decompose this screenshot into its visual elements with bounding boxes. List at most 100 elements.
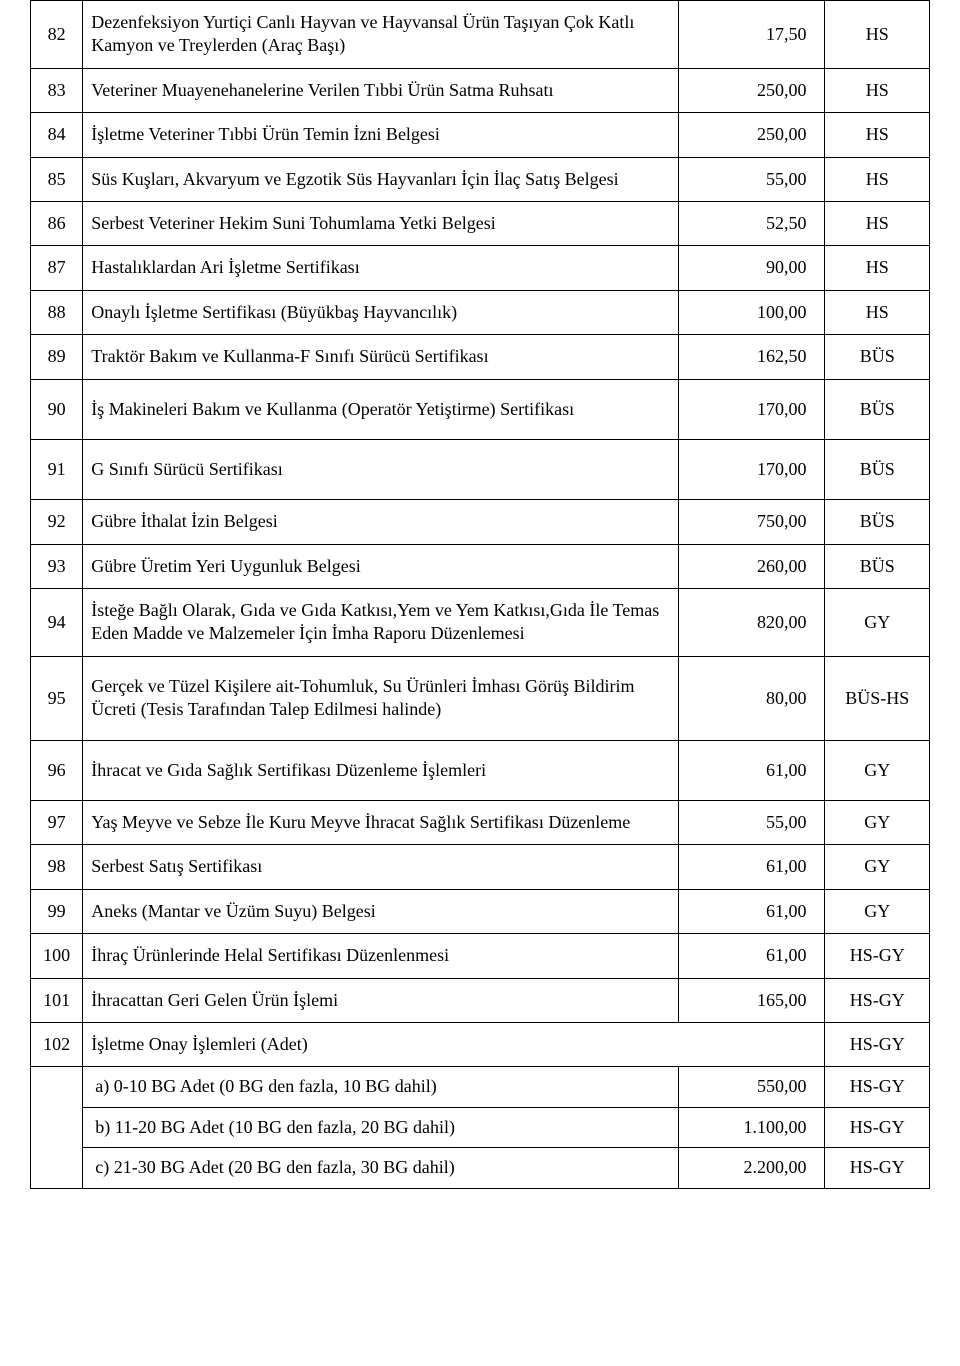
row-code: BÜS-HS <box>825 656 930 740</box>
row-code: HS-GY <box>825 978 930 1022</box>
row-number: 86 <box>31 201 83 245</box>
row-code: HS-GY <box>825 1022 930 1066</box>
row-code: BÜS <box>825 500 930 544</box>
row-description: Serbest Satış Sertifikası <box>83 845 679 889</box>
row-number: 100 <box>31 934 83 978</box>
row-price: 90,00 <box>679 246 825 290</box>
table-row: 85Süs Kuşları, Akvaryum ve Egzotik Süs H… <box>31 157 930 201</box>
row-description: Dezenfeksiyon Yurtiçi Canlı Hayvan ve Ha… <box>83 1 679 69</box>
row-code: GY <box>825 589 930 657</box>
row-description: Aneks (Mantar ve Üzüm Suyu) Belgesi <box>83 889 679 933</box>
row-number: 99 <box>31 889 83 933</box>
table-row: 87Hastalıklardan Ari İşletme Sertifikası… <box>31 246 930 290</box>
table-row: 94İsteğe Bağlı Olarak, Gıda ve Gıda Katk… <box>31 589 930 657</box>
table-row: 93Gübre Üretim Yeri Uygunluk Belgesi260,… <box>31 544 930 588</box>
row-number: 98 <box>31 845 83 889</box>
row-description: İsteğe Bağlı Olarak, Gıda ve Gıda Katkıs… <box>83 589 679 657</box>
row-number: 94 <box>31 589 83 657</box>
row-price: 55,00 <box>679 157 825 201</box>
row-price: 750,00 <box>679 500 825 544</box>
row-code: HS <box>825 68 930 112</box>
table-row: 84İşletme Veteriner Tıbbi Ürün Temin İzn… <box>31 113 930 157</box>
row-price: 55,00 <box>679 801 825 845</box>
row-price: 52,50 <box>679 201 825 245</box>
row-description: Veteriner Muayenehanelerine Verilen Tıbb… <box>83 68 679 112</box>
row-price: 61,00 <box>679 740 825 800</box>
table-row: 91G Sınıfı Sürücü Sertifikası170,00BÜS <box>31 439 930 499</box>
row-code: GY <box>825 845 930 889</box>
table-row: 101İhracattan Geri Gelen Ürün İşlemi165,… <box>31 978 930 1022</box>
row-description: İhracat ve Gıda Sağlık Sertifikası Düzen… <box>83 740 679 800</box>
fee-table: 82Dezenfeksiyon Yurtiçi Canlı Hayvan ve … <box>30 0 930 1189</box>
row-number: 85 <box>31 157 83 201</box>
table-row: 102İşletme Onay İşlemleri (Adet)HS-GY <box>31 1022 930 1066</box>
row-price: 80,00 <box>679 656 825 740</box>
row-price: 162,50 <box>679 335 825 379</box>
table-row: 92Gübre İthalat İzin Belgesi750,00BÜS <box>31 500 930 544</box>
row-code: BÜS <box>825 335 930 379</box>
row-number: 97 <box>31 801 83 845</box>
row-code: GY <box>825 889 930 933</box>
row-number: 93 <box>31 544 83 588</box>
subrow-description: c) 21-30 BG Adet (20 BG den fazla, 30 BG… <box>83 1148 679 1188</box>
row-description: Traktör Bakım ve Kullanma-F Sınıfı Sürüc… <box>83 335 679 379</box>
row-description: Gübre Üretim Yeri Uygunluk Belgesi <box>83 544 679 588</box>
row-code: HS <box>825 246 930 290</box>
table-subrow: b) 11-20 BG Adet (10 BG den fazla, 20 BG… <box>31 1107 930 1147</box>
table-row: 82Dezenfeksiyon Yurtiçi Canlı Hayvan ve … <box>31 1 930 69</box>
row-code: BÜS <box>825 544 930 588</box>
row-description: Serbest Veteriner Hekim Suni Tohumlama Y… <box>83 201 679 245</box>
row-number: 95 <box>31 656 83 740</box>
row-description: Gerçek ve Tüzel Kişilere ait-Tohumluk, S… <box>83 656 679 740</box>
row-price: 17,50 <box>679 1 825 69</box>
row-price: 250,00 <box>679 68 825 112</box>
row-number: 91 <box>31 439 83 499</box>
row-code: GY <box>825 740 930 800</box>
table-row: 83Veteriner Muayenehanelerine Verilen Tı… <box>31 68 930 112</box>
row-code: HS <box>825 157 930 201</box>
subrow-description: a) 0-10 BG Adet (0 BG den fazla, 10 BG d… <box>83 1067 679 1107</box>
table-subrow: c) 21-30 BG Adet (20 BG den fazla, 30 BG… <box>31 1148 930 1188</box>
table-row: 98Serbest Satış Sertifikası61,00GY <box>31 845 930 889</box>
row-description: Yaş Meyve ve Sebze İle Kuru Meyve İhraca… <box>83 801 679 845</box>
subrow-code: HS-GY <box>825 1067 930 1107</box>
row-price: 165,00 <box>679 978 825 1022</box>
table-row: 100İhraç Ürünlerinde Helal Sertifikası D… <box>31 934 930 978</box>
row-number: 84 <box>31 113 83 157</box>
row-price: 250,00 <box>679 113 825 157</box>
row-price: 61,00 <box>679 845 825 889</box>
table-row: 96İhracat ve Gıda Sağlık Sertifikası Düz… <box>31 740 930 800</box>
subrow-description: b) 11-20 BG Adet (10 BG den fazla, 20 BG… <box>83 1107 679 1147</box>
row-code: HS <box>825 290 930 334</box>
row-price: 260,00 <box>679 544 825 588</box>
row-description: Gübre İthalat İzin Belgesi <box>83 500 679 544</box>
table-row: 88Onaylı İşletme Sertifikası (Büyükbaş H… <box>31 290 930 334</box>
table-row: 95Gerçek ve Tüzel Kişilere ait-Tohumluk,… <box>31 656 930 740</box>
row-description: İşletme Veteriner Tıbbi Ürün Temin İzni … <box>83 113 679 157</box>
row-code: BÜS <box>825 379 930 439</box>
subrow-code: HS-GY <box>825 1107 930 1147</box>
row-number: 89 <box>31 335 83 379</box>
row-price: 61,00 <box>679 889 825 933</box>
row-number: 83 <box>31 68 83 112</box>
row-number: 96 <box>31 740 83 800</box>
row-description: İhraç Ürünlerinde Helal Sertifikası Düze… <box>83 934 679 978</box>
row-description: Süs Kuşları, Akvaryum ve Egzotik Süs Hay… <box>83 157 679 201</box>
row-number: 88 <box>31 290 83 334</box>
row-code: HS <box>825 201 930 245</box>
subrow-price: 2.200,00 <box>679 1148 825 1188</box>
row-description: G Sınıfı Sürücü Sertifikası <box>83 439 679 499</box>
row-price: 170,00 <box>679 379 825 439</box>
row-code: BÜS <box>825 439 930 499</box>
row-description: İhracattan Geri Gelen Ürün İşlemi <box>83 978 679 1022</box>
row-number: 82 <box>31 1 83 69</box>
row-number-blank <box>31 1067 83 1188</box>
row-number: 101 <box>31 978 83 1022</box>
table-row: 90İş Makineleri Bakım ve Kullanma (Opera… <box>31 379 930 439</box>
row-price: 820,00 <box>679 589 825 657</box>
row-code: HS <box>825 1 930 69</box>
row-price: 61,00 <box>679 934 825 978</box>
row-price: 170,00 <box>679 439 825 499</box>
row-description: İş Makineleri Bakım ve Kullanma (Operatö… <box>83 379 679 439</box>
subrow-price: 550,00 <box>679 1067 825 1107</box>
